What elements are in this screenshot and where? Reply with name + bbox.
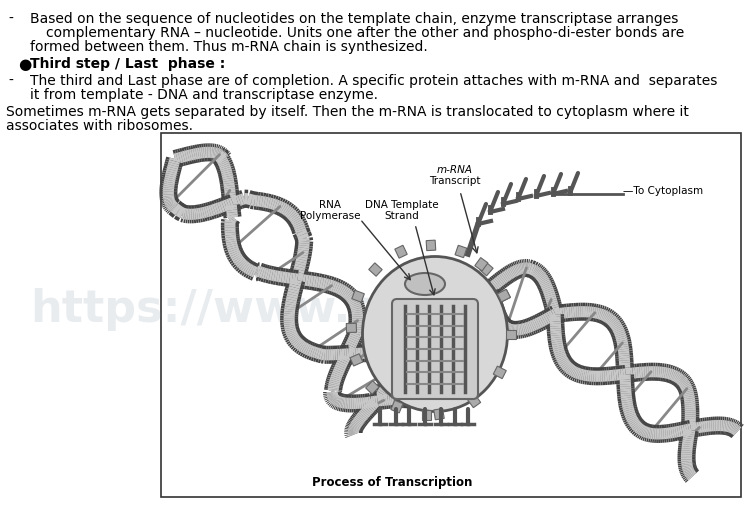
Text: RNA: RNA [319, 200, 341, 210]
Bar [346, 324, 356, 333]
Ellipse shape [362, 257, 508, 412]
Bar [161, 134, 741, 497]
Bar [468, 394, 481, 408]
Text: DNA Template: DNA Template [365, 200, 439, 210]
Bar [480, 263, 493, 276]
Text: —To Cytoplasm: —To Cytoplasm [623, 186, 703, 195]
Text: complementary RNA – nucleotide. Units one after the other and phospho-di-ester b: complementary RNA – nucleotide. Units on… [46, 26, 684, 40]
Ellipse shape [405, 273, 445, 295]
Bar [422, 410, 431, 420]
Text: ●: ● [18, 57, 32, 72]
Bar [475, 258, 488, 271]
Text: it from template - DNA and transcriptase enzyme.: it from template - DNA and transcriptase… [30, 88, 378, 102]
Bar [365, 381, 379, 394]
Text: Transcript: Transcript [429, 176, 481, 186]
Text: Strand: Strand [384, 211, 420, 220]
Bar [455, 246, 467, 258]
Text: Polymerase: Polymerase [300, 211, 360, 220]
Text: The third and Last phase are of completion. A specific protein attaches with m-R: The third and Last phase are of completi… [30, 74, 717, 88]
Bar [391, 401, 403, 413]
Text: https://www.st: https://www.st [30, 288, 398, 331]
Bar [497, 290, 511, 302]
Text: -: - [8, 74, 13, 88]
Bar [352, 291, 364, 303]
Bar [368, 263, 382, 277]
Bar [434, 409, 444, 420]
FancyBboxPatch shape [392, 299, 478, 399]
Bar [395, 246, 408, 259]
Text: Process of Transcription: Process of Transcription [312, 475, 472, 488]
Text: associates with ribosomes.: associates with ribosomes. [6, 119, 193, 133]
Text: m-RNA: m-RNA [437, 165, 473, 175]
Text: Sometimes m-RNA gets separated by itself. Then the m-RNA is translocated to cyto: Sometimes m-RNA gets separated by itself… [6, 105, 689, 119]
Text: -: - [8, 12, 13, 26]
Bar [350, 354, 362, 366]
Text: Based on the sequence of nucleotides on the template chain, enzyme transcriptase: Based on the sequence of nucleotides on … [30, 12, 678, 26]
Bar [426, 241, 435, 251]
Bar [505, 330, 516, 340]
Bar [497, 290, 511, 302]
Bar [493, 366, 506, 379]
Text: Third step / Last  phase :: Third step / Last phase : [30, 57, 226, 71]
Text: formed between them. Thus m-RNA chain is synthesized.: formed between them. Thus m-RNA chain is… [30, 40, 428, 54]
